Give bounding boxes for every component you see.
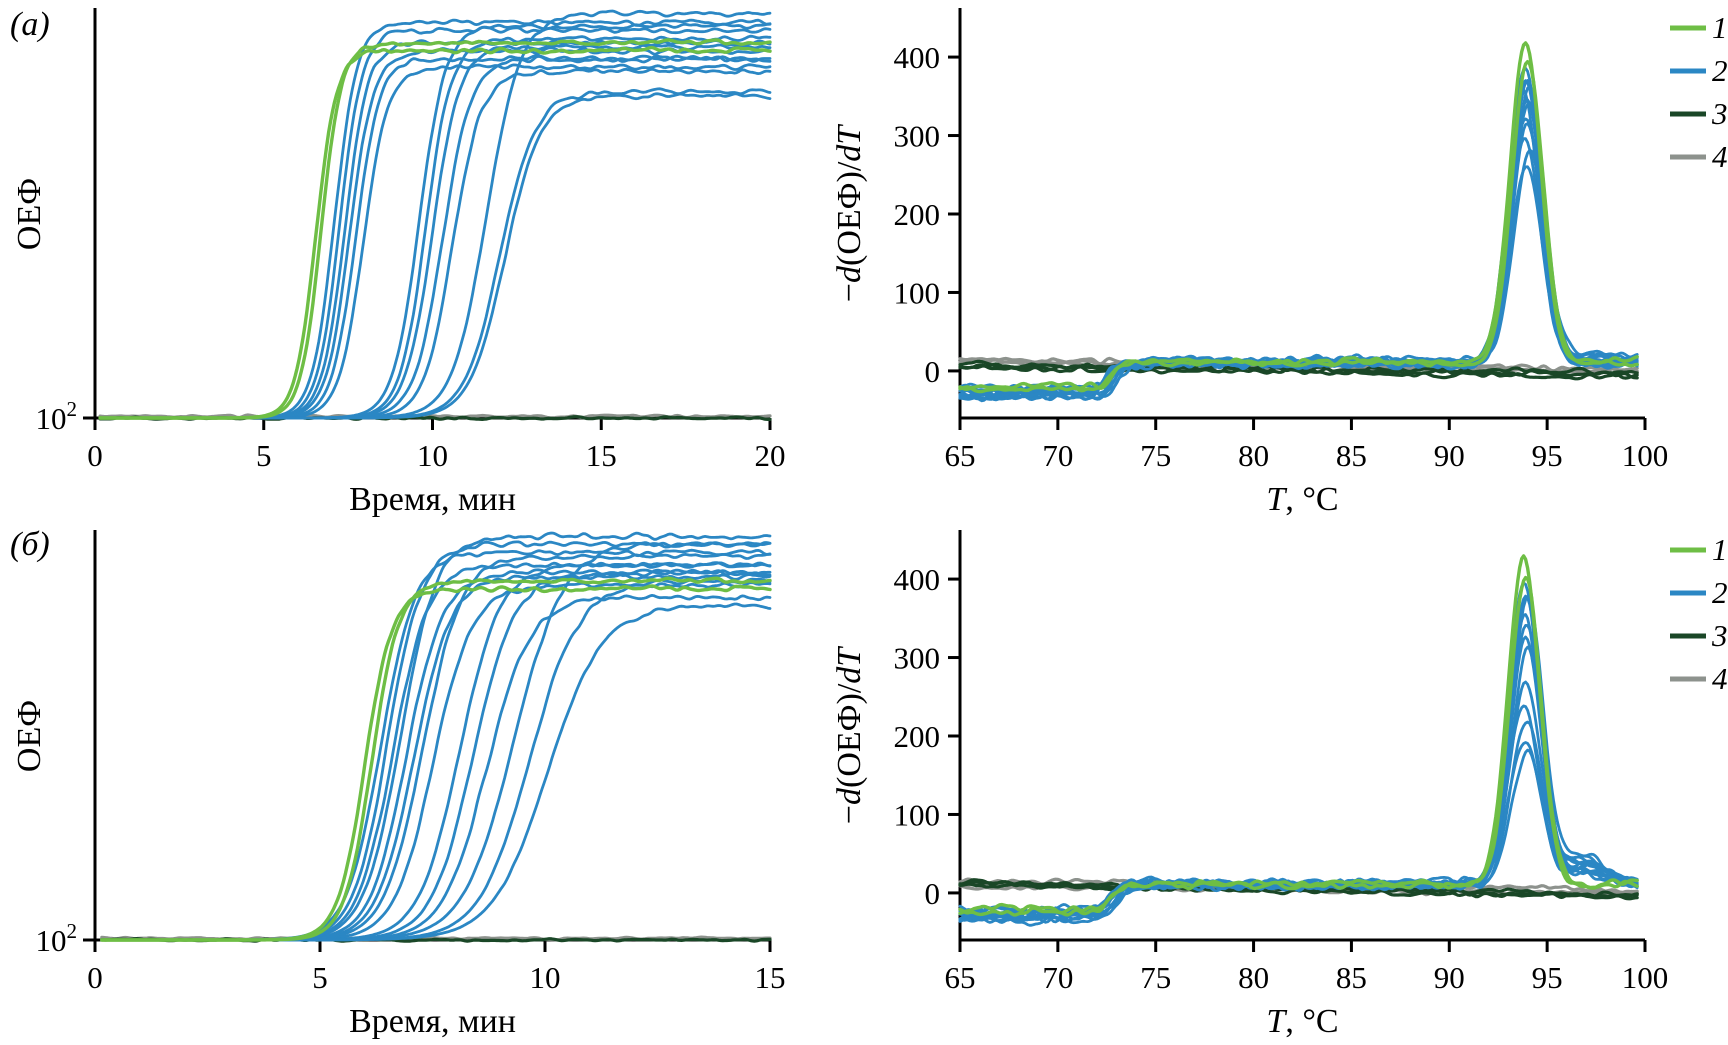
svg-text:100: 100	[1622, 960, 1669, 995]
legend-label-1: 1	[1712, 532, 1728, 567]
chart-amplification-a: 0 5 10 15 20 102 Время, мин ОЕФ	[11, 8, 786, 518]
chart-melt-b: 65 70 75 80 85 90 95 100 0 100 200 300 400 T, °C −d(ОЕ…	[831, 530, 1728, 1040]
svg-text:100: 100	[894, 797, 941, 832]
svg-text:5: 5	[256, 438, 272, 473]
svg-text:75: 75	[1140, 960, 1171, 995]
svg-text:15: 15	[755, 960, 786, 995]
svg-text:80: 80	[1238, 438, 1269, 473]
svg-text:100: 100	[1622, 438, 1669, 473]
svg-text:100: 100	[894, 275, 941, 310]
legend-label-2: 2	[1712, 575, 1728, 610]
panel-label-b: (б)	[10, 526, 50, 563]
legend-label-2: 2	[1712, 53, 1728, 88]
svg-text:85: 85	[1336, 960, 1367, 995]
svg-text:T, °C: T, °C	[1266, 481, 1338, 518]
svg-text:10: 10	[530, 960, 561, 995]
chart-melt-a: 65 70 75 80 85 90 95 100 0 100 200 300 400 T, °C −d(ОЕ…	[831, 8, 1728, 518]
svg-text:Время, мин: Время, мин	[349, 481, 516, 518]
svg-text:300: 300	[894, 119, 941, 154]
svg-text:400: 400	[894, 562, 941, 597]
svg-text:200: 200	[894, 197, 941, 232]
legend-label-4: 4	[1712, 139, 1728, 174]
svg-text:95: 95	[1532, 960, 1563, 995]
legend-label-1: 1	[1712, 10, 1728, 45]
svg-text:10: 10	[417, 438, 448, 473]
svg-text:90: 90	[1434, 960, 1465, 995]
legend-label-3: 3	[1711, 618, 1728, 653]
svg-text:85: 85	[1336, 438, 1367, 473]
svg-text:−d(ОЕФ)/dT: −d(ОЕФ)/dT	[831, 646, 868, 824]
svg-text:102: 102	[35, 919, 77, 958]
legend-label-3: 3	[1711, 96, 1728, 131]
svg-text:ОЕФ: ОЕФ	[11, 178, 48, 250]
svg-text:300: 300	[894, 641, 941, 676]
svg-text:Время, мин: Время, мин	[349, 1003, 516, 1040]
svg-text:T, °C: T, °C	[1266, 1003, 1338, 1040]
svg-text:0: 0	[925, 354, 941, 389]
svg-text:20: 20	[755, 438, 786, 473]
svg-text:70: 70	[1042, 960, 1073, 995]
chart-amplification-b: 0 5 10 15 102 Время, мин ОЕФ	[11, 530, 786, 1040]
svg-text:65: 65	[945, 960, 976, 995]
svg-text:70: 70	[1042, 438, 1073, 473]
svg-text:200: 200	[894, 719, 941, 754]
svg-text:0: 0	[925, 876, 941, 911]
svg-text:0: 0	[87, 960, 103, 995]
svg-text:15: 15	[586, 438, 617, 473]
svg-text:−d(ОЕФ)/dT: −d(ОЕФ)/dT	[831, 124, 868, 302]
svg-text:95: 95	[1532, 438, 1563, 473]
legend-label-4: 4	[1712, 661, 1728, 696]
svg-text:5: 5	[312, 960, 328, 995]
svg-text:ОЕФ: ОЕФ	[11, 700, 48, 772]
svg-text:0: 0	[87, 438, 103, 473]
svg-text:80: 80	[1238, 960, 1269, 995]
svg-text:102: 102	[35, 397, 77, 436]
panel-label-a: (а)	[10, 6, 50, 43]
svg-text:400: 400	[894, 40, 941, 75]
svg-text:75: 75	[1140, 438, 1171, 473]
svg-text:90: 90	[1434, 438, 1465, 473]
svg-text:65: 65	[945, 438, 976, 473]
